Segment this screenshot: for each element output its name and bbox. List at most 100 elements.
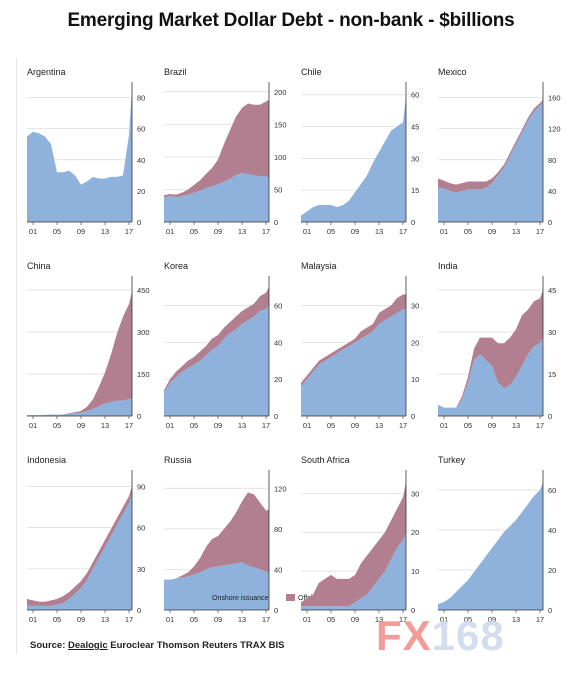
y-tick-label: 10 bbox=[411, 375, 419, 384]
panel-india: India 0 15 30 45 01 05 09 13 17 bbox=[438, 261, 556, 430]
x-tick-label: 09 bbox=[77, 421, 85, 430]
y-tick-label: 20 bbox=[137, 187, 145, 196]
panel-title: Turkey bbox=[438, 455, 466, 465]
panel-title: Argentina bbox=[27, 67, 66, 77]
x-tick-label: 17 bbox=[399, 227, 407, 236]
x-tick-label: 13 bbox=[238, 421, 246, 430]
x-tick-label: 09 bbox=[351, 421, 359, 430]
y-tick-label: 60 bbox=[137, 125, 145, 134]
y-tick-label: 0 bbox=[274, 412, 278, 421]
y-tick-label: 40 bbox=[274, 338, 282, 347]
source-dealogic: Dealogic bbox=[68, 640, 108, 651]
x-tick-label: 09 bbox=[351, 227, 359, 236]
x-tick-label: 09 bbox=[214, 227, 222, 236]
x-tick-label: 05 bbox=[464, 615, 472, 624]
x-tick-label: 09 bbox=[488, 615, 496, 624]
panel-title: Russia bbox=[164, 455, 192, 465]
y-tick-label: 40 bbox=[548, 526, 556, 535]
offshore-area bbox=[438, 99, 543, 193]
x-tick-label: 09 bbox=[351, 615, 359, 624]
x-tick-label: 01 bbox=[303, 421, 311, 430]
y-tick-label: 300 bbox=[137, 328, 150, 337]
x-tick-label: 05 bbox=[53, 421, 61, 430]
x-tick-label: 09 bbox=[214, 421, 222, 430]
y-tick-label: 0 bbox=[274, 606, 278, 615]
source-note: Source: Dealogic Euroclear Thomson Reute… bbox=[30, 640, 284, 651]
x-tick-label: 13 bbox=[375, 421, 383, 430]
x-tick-label: 17 bbox=[536, 615, 544, 624]
x-tick-label: 09 bbox=[488, 421, 496, 430]
x-tick-label: 13 bbox=[512, 421, 520, 430]
x-tick-label: 09 bbox=[77, 615, 85, 624]
onshore-area bbox=[301, 309, 406, 416]
y-tick-label: 0 bbox=[548, 412, 552, 421]
y-tick-label: 0 bbox=[137, 218, 141, 227]
y-tick-label: 20 bbox=[411, 528, 419, 537]
y-tick-label: 100 bbox=[274, 153, 287, 162]
x-tick-label: 13 bbox=[375, 615, 383, 624]
onshore-area bbox=[27, 397, 132, 416]
onshore-area bbox=[164, 305, 269, 416]
x-tick-label: 13 bbox=[101, 615, 109, 624]
y-tick-label: 80 bbox=[137, 94, 145, 103]
x-tick-label: 13 bbox=[375, 227, 383, 236]
x-tick-label: 17 bbox=[125, 421, 133, 430]
y-tick-label: 90 bbox=[137, 482, 145, 491]
offshore-area bbox=[438, 290, 543, 408]
x-tick-label: 13 bbox=[512, 615, 520, 624]
x-tick-label: 05 bbox=[190, 227, 198, 236]
y-tick-label: 60 bbox=[137, 524, 145, 533]
x-tick-label: 01 bbox=[29, 615, 37, 624]
y-tick-label: 20 bbox=[411, 338, 419, 347]
y-tick-label: 45 bbox=[411, 123, 419, 132]
watermark-part2: 168 bbox=[431, 612, 505, 659]
panel-brazil: Brazil 0 50 100 150 200 01 05 09 13 17 bbox=[164, 67, 287, 236]
y-tick-label: 0 bbox=[411, 606, 415, 615]
x-tick-label: 01 bbox=[29, 227, 37, 236]
panel-title: Indonesia bbox=[27, 455, 66, 465]
y-tick-label: 120 bbox=[548, 125, 561, 134]
panel-title: China bbox=[27, 261, 51, 271]
x-tick-label: 01 bbox=[303, 227, 311, 236]
panel-south-africa: South Africa 0 10 20 30 01 05 09 13 17 bbox=[301, 455, 419, 624]
watermark-part1: FX bbox=[376, 612, 432, 659]
panel-mexico: Mexico 0 40 80 120 160 01 05 09 13 17 bbox=[438, 67, 561, 236]
source-prefix: Source: bbox=[30, 640, 69, 651]
x-tick-label: 13 bbox=[101, 421, 109, 430]
panel-chile: Chile 0 15 30 45 60 01 05 09 13 17 bbox=[301, 67, 419, 236]
panel-korea: Korea 0 20 40 60 01 05 09 13 17 bbox=[164, 261, 282, 430]
x-tick-label: 05 bbox=[464, 227, 472, 236]
x-tick-label: 05 bbox=[53, 227, 61, 236]
onshore-area bbox=[438, 482, 543, 610]
y-tick-label: 30 bbox=[411, 154, 419, 163]
onshore-area bbox=[438, 101, 543, 222]
x-tick-label: 09 bbox=[214, 615, 222, 624]
panel-title: Malaysia bbox=[301, 261, 337, 271]
panel-title: Brazil bbox=[164, 67, 187, 77]
y-tick-label: 150 bbox=[137, 370, 150, 379]
onshore-area bbox=[164, 173, 269, 222]
onshore-area bbox=[438, 337, 543, 416]
y-tick-label: 200 bbox=[274, 88, 287, 97]
x-tick-label: 13 bbox=[512, 227, 520, 236]
x-tick-label: 05 bbox=[53, 615, 61, 624]
y-tick-label: 150 bbox=[274, 120, 287, 129]
x-tick-label: 09 bbox=[77, 227, 85, 236]
y-tick-label: 450 bbox=[137, 286, 150, 295]
panel-title: Chile bbox=[301, 67, 322, 77]
legend-swatch-offshore bbox=[286, 594, 295, 601]
x-tick-label: 05 bbox=[327, 227, 335, 236]
y-tick-label: 0 bbox=[411, 412, 415, 421]
x-tick-label: 05 bbox=[464, 421, 472, 430]
x-tick-label: 01 bbox=[29, 421, 37, 430]
x-tick-label: 17 bbox=[125, 615, 133, 624]
offshore-area bbox=[164, 99, 269, 198]
onshore-area bbox=[27, 493, 132, 610]
y-tick-label: 0 bbox=[548, 218, 552, 227]
y-tick-label: 15 bbox=[548, 370, 556, 379]
x-tick-label: 05 bbox=[327, 615, 335, 624]
offshore-area bbox=[301, 294, 406, 387]
y-tick-label: 20 bbox=[274, 375, 282, 384]
y-tick-label: 60 bbox=[411, 91, 419, 100]
